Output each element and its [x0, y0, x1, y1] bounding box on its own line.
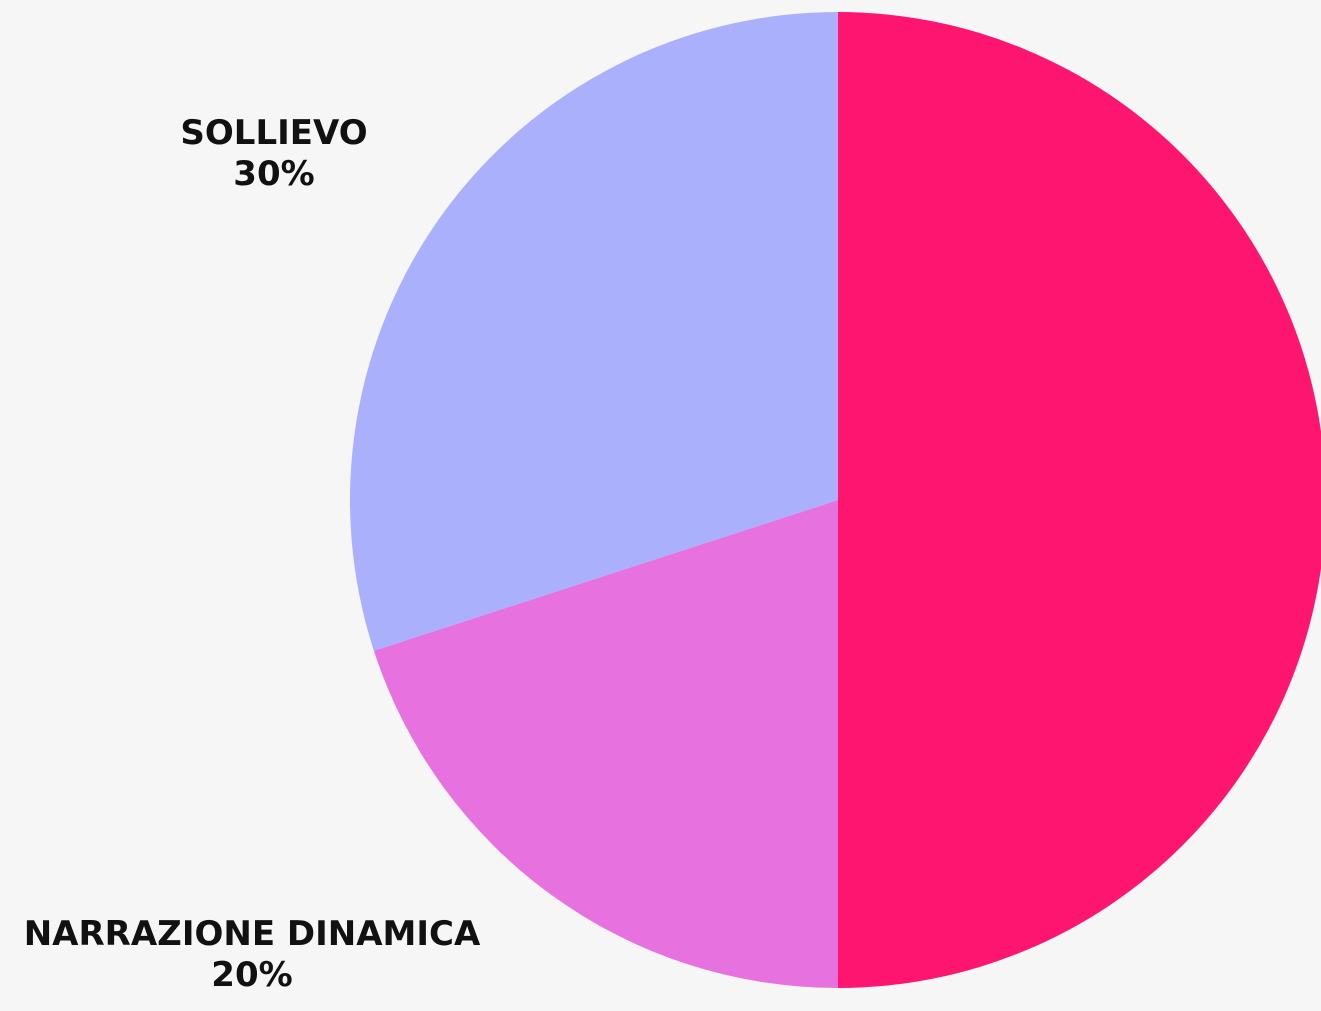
- slice-label-narrazione-dinamica: NARRAZIONE DINAMICA 20%: [24, 914, 481, 996]
- pie-slices: [349, 12, 1321, 988]
- slice-label-sollievo: SOLLIEVO 30%: [180, 113, 367, 195]
- slice-label-narrazione-dinamica-value: 20%: [211, 954, 293, 995]
- slice-label-narrazione-dinamica-name: NARRAZIONE DINAMICA: [23, 914, 481, 954]
- pie-slice-sollievo: [349, 12, 838, 651]
- slice-label-sollievo-name: SOLLIEVO: [180, 113, 368, 153]
- slice-label-sollievo-value: 30%: [233, 153, 315, 194]
- pie-slice-slice-0: [838, 12, 1321, 988]
- pie-slice-narrazione-dinamica: [373, 500, 838, 988]
